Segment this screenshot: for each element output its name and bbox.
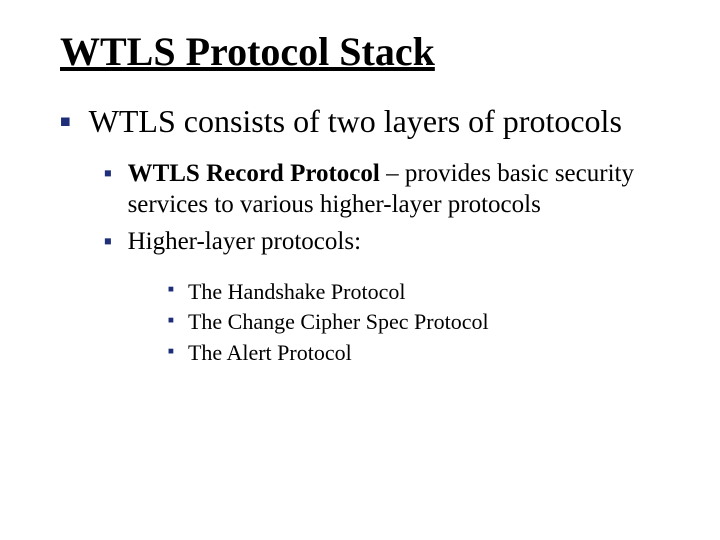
bullet-icon: ■ — [104, 226, 112, 247]
bullet-level3: ■ The Alert Protocol — [168, 339, 680, 368]
level3-item2: The Change Cipher Spec Protocol — [188, 308, 489, 337]
bullet-icon: ■ — [104, 158, 112, 179]
level2-item1-bold: WTLS Record Protocol — [128, 160, 380, 187]
bullet-icon: ■ — [60, 103, 71, 130]
level3-item1: The Handshake Protocol — [188, 278, 406, 307]
level2-item1: WTLS Record Protocol – provides basic se… — [128, 158, 680, 221]
bullet-level3: ■ The Change Cipher Spec Protocol — [168, 308, 680, 337]
slide-container: WTLS Protocol Stack ■ WTLS consists of t… — [0, 0, 720, 367]
bullet-icon: ■ — [168, 339, 174, 357]
bullet-icon: ■ — [168, 278, 174, 296]
level1-text: WTLS consists of two layers of protocols — [89, 103, 622, 140]
slide-title: WTLS Protocol Stack — [60, 28, 680, 75]
bullet-level3: ■ The Handshake Protocol — [168, 278, 680, 307]
bullet-level2: ■ Higher-layer protocols: — [104, 226, 680, 257]
spacer — [60, 264, 680, 278]
level2-item2: Higher-layer protocols: — [128, 226, 361, 257]
level3-item3: The Alert Protocol — [188, 339, 352, 368]
bullet-level2: ■ WTLS Record Protocol – provides basic … — [104, 158, 680, 221]
bullet-icon: ■ — [168, 308, 174, 326]
bullet-level1: ■ WTLS consists of two layers of protoco… — [60, 103, 680, 140]
